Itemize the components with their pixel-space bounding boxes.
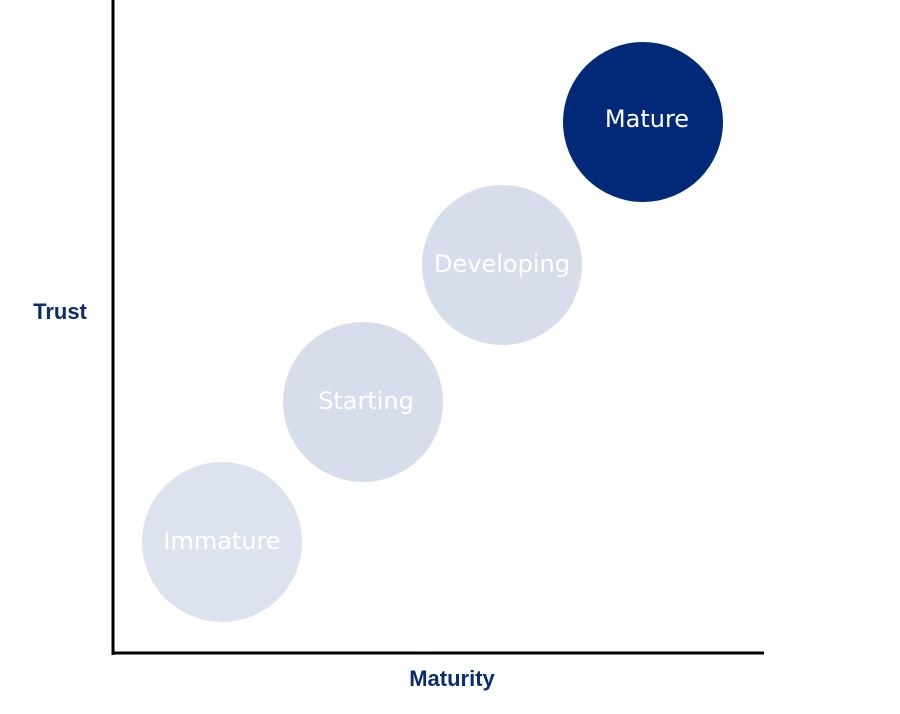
stage-circle (142, 462, 302, 622)
stage-label: Immature (163, 527, 280, 555)
stage-label: Mature (605, 105, 689, 133)
x-axis-label: Maturity (409, 666, 495, 691)
stage-circle-highlighted (563, 42, 723, 202)
stage-circle (422, 185, 582, 345)
stage-label: Starting (318, 387, 414, 415)
stage-circle (283, 322, 443, 482)
y-axis-label: Trust (33, 299, 87, 324)
stage-label: Developing (434, 250, 570, 278)
